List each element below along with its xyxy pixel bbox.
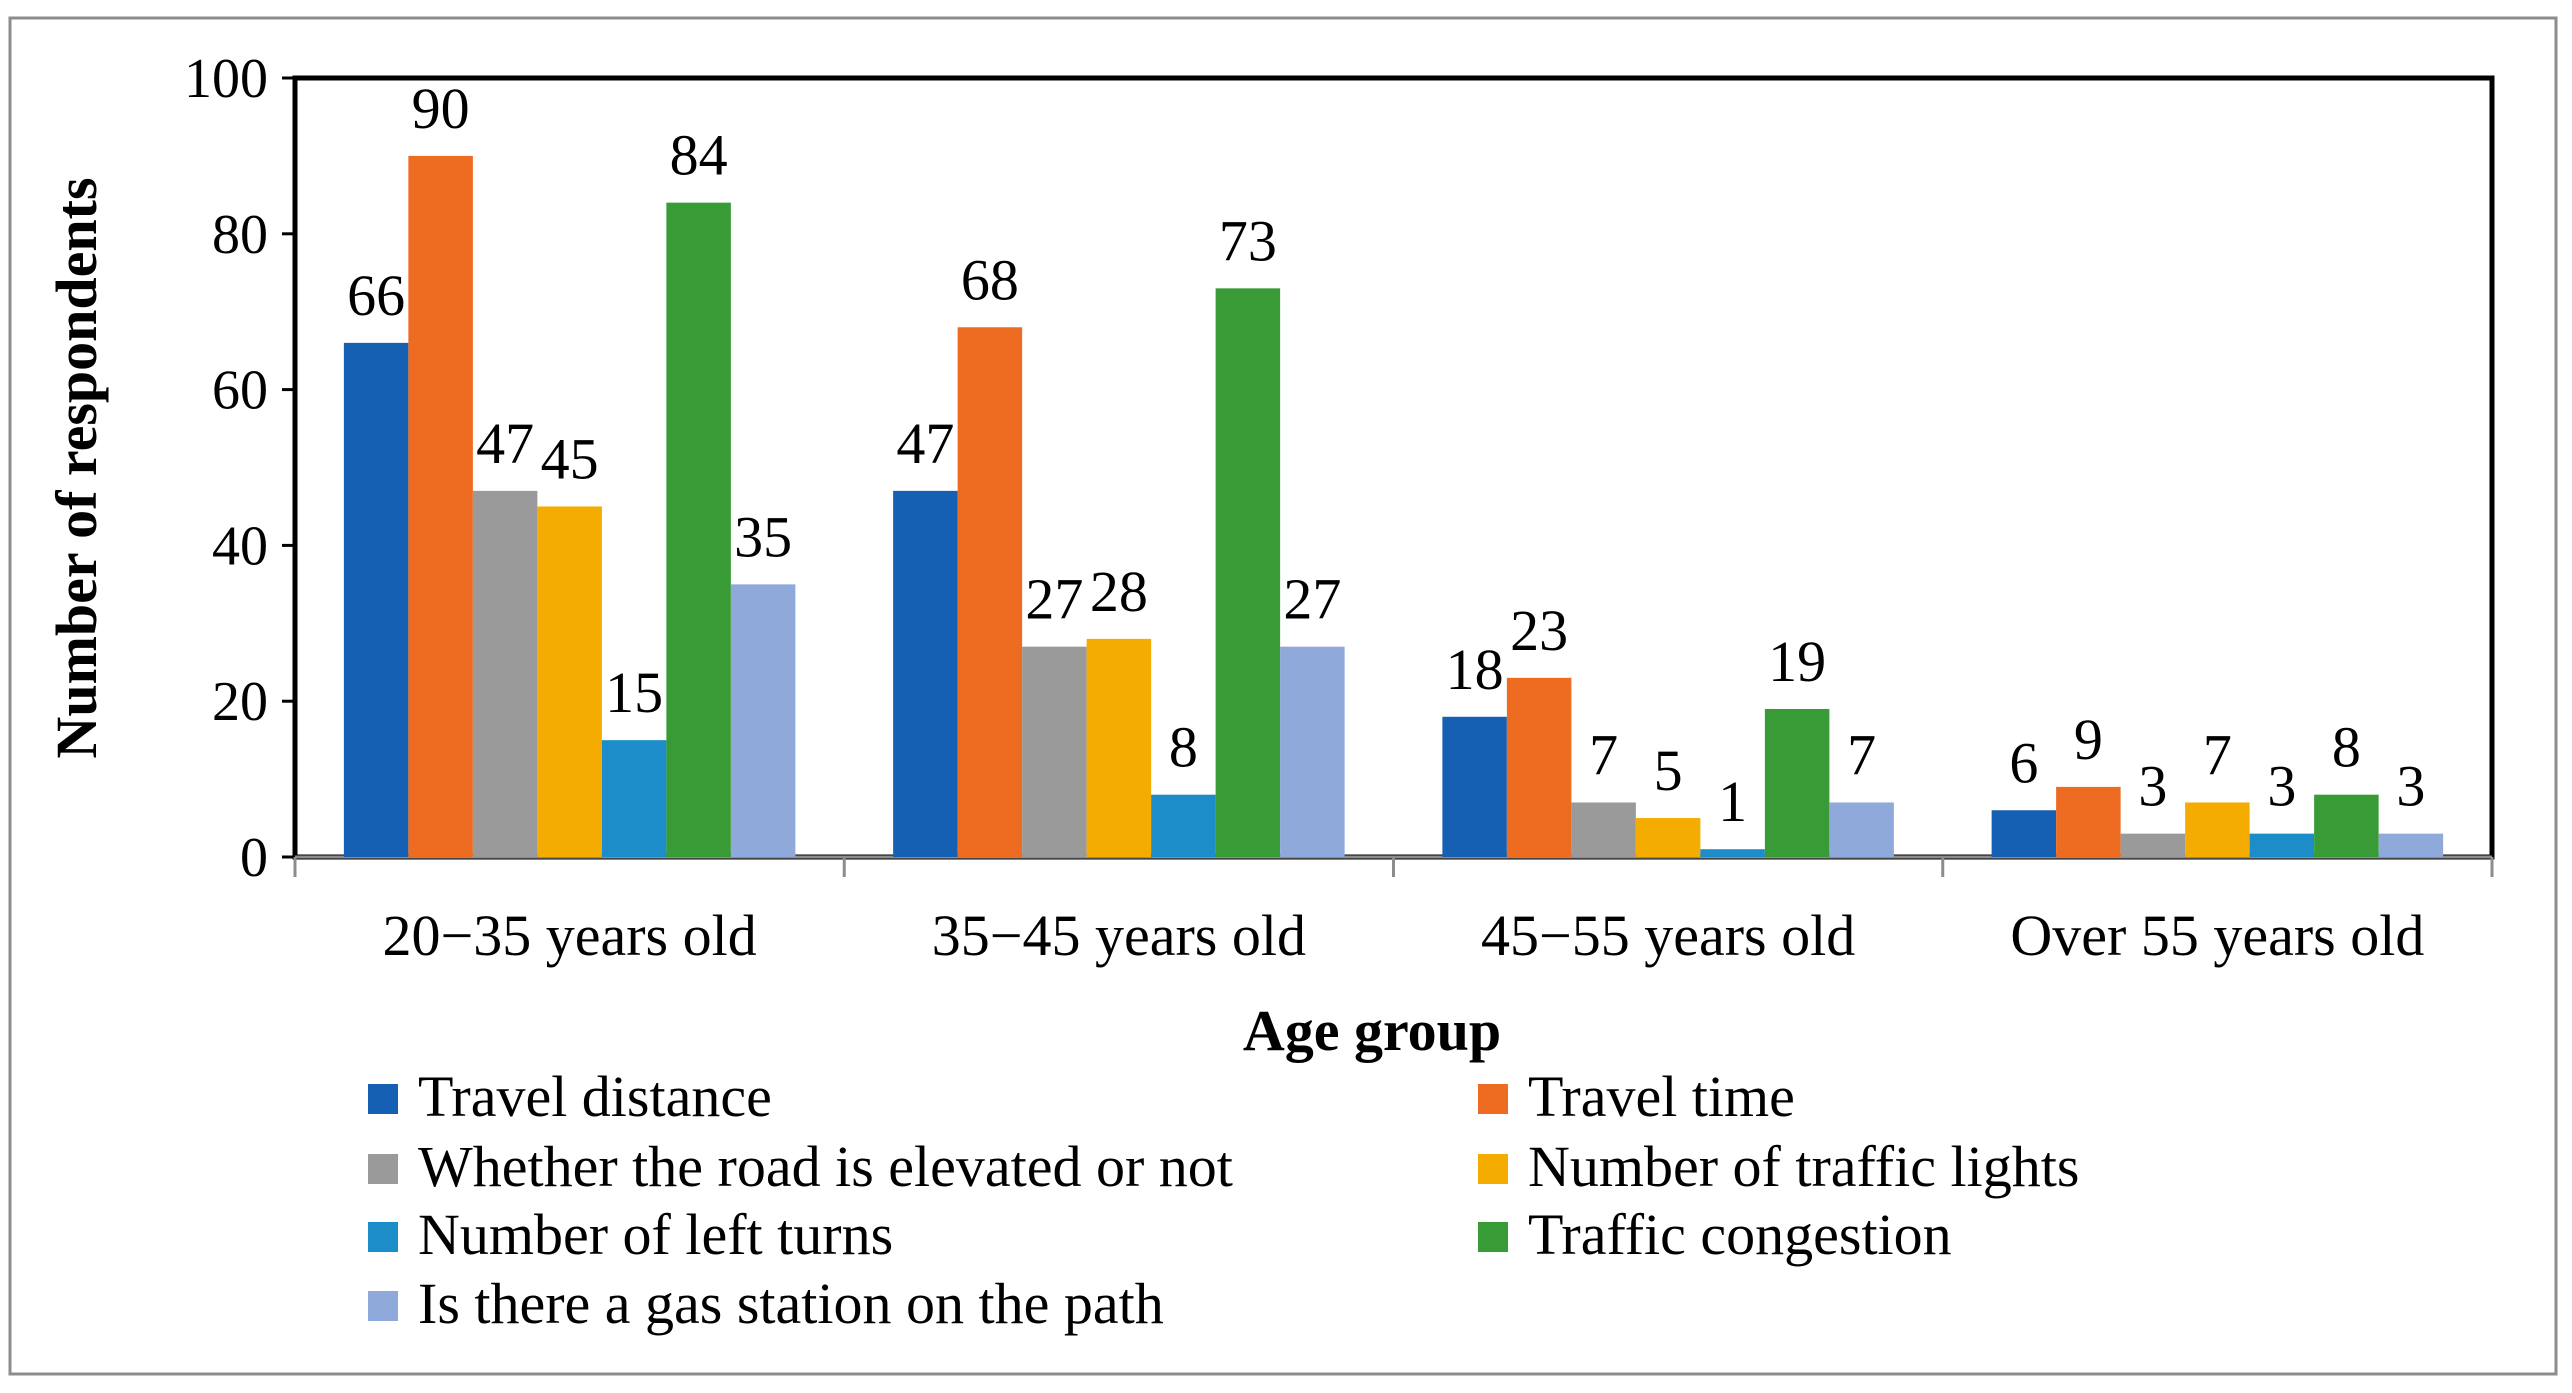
bar bbox=[1022, 646, 1087, 857]
bar bbox=[1151, 794, 1216, 857]
legend-swatch bbox=[368, 1084, 398, 1114]
bar bbox=[343, 342, 409, 857]
bar bbox=[1829, 802, 1894, 857]
bar-data-label: 3 bbox=[2267, 754, 2296, 819]
bar bbox=[957, 327, 1023, 857]
bar bbox=[1215, 288, 1281, 858]
bar bbox=[408, 155, 473, 857]
bar bbox=[1635, 818, 1701, 857]
bar-data-label: 15 bbox=[605, 660, 663, 725]
bar bbox=[2314, 794, 2379, 857]
bar bbox=[893, 490, 958, 857]
bars-group bbox=[343, 155, 2444, 858]
bar-data-label: 19 bbox=[1768, 629, 1826, 694]
bar bbox=[666, 202, 731, 857]
bar-data-label: 8 bbox=[1169, 715, 1198, 780]
y-axis-title: Number of respondents bbox=[44, 177, 109, 758]
bar-data-label: 1 bbox=[1718, 769, 1747, 834]
bar-data-label: 3 bbox=[2396, 754, 2425, 819]
bar-data-label: 7 bbox=[1589, 722, 1618, 787]
legend-swatch bbox=[1478, 1084, 1508, 1114]
bar-data-label: 84 bbox=[670, 123, 728, 188]
bar bbox=[2056, 786, 2121, 857]
bar-data-label: 7 bbox=[1847, 722, 1876, 787]
bar-data-label: 5 bbox=[1654, 738, 1683, 803]
bar bbox=[730, 584, 796, 857]
legend-item-label: Number of traffic lights bbox=[1528, 1134, 2079, 1199]
bar bbox=[601, 740, 667, 857]
bar-data-label: 47 bbox=[476, 411, 534, 476]
x-category-label: 45−55 years old bbox=[1481, 903, 1855, 968]
y-tick-label: 0 bbox=[240, 827, 268, 889]
y-tick-label: 100 bbox=[184, 48, 268, 110]
bar-data-label: 8 bbox=[2332, 715, 2361, 780]
bar-data-label: 35 bbox=[734, 504, 792, 569]
bar-data-label: 18 bbox=[1446, 637, 1504, 702]
bar-data-label: 68 bbox=[961, 247, 1019, 312]
bar bbox=[472, 490, 538, 857]
bar-data-label: 27 bbox=[1025, 567, 1083, 632]
bar bbox=[1506, 677, 1572, 857]
bar-data-label: 27 bbox=[1283, 567, 1341, 632]
x-axis-title: Age group bbox=[1243, 998, 1501, 1063]
legend-item-label: Traffic congestion bbox=[1528, 1202, 1952, 1267]
bar-data-label: 3 bbox=[2138, 754, 2167, 819]
bar bbox=[1700, 849, 1765, 857]
bar bbox=[1442, 716, 1507, 857]
bar-data-label: 7 bbox=[2203, 722, 2232, 787]
bar-data-label: 66 bbox=[347, 263, 405, 328]
bar-data-label: 73 bbox=[1219, 208, 1277, 273]
y-tick-label: 60 bbox=[212, 360, 268, 422]
x-category-label: Over 55 years old bbox=[2010, 903, 2424, 968]
legend-item-label: Number of left turns bbox=[418, 1202, 893, 1267]
bar bbox=[2249, 833, 2315, 857]
legend-swatch bbox=[1478, 1154, 1508, 1184]
bar bbox=[2185, 802, 2250, 857]
bar bbox=[1280, 646, 1345, 857]
legend-item-label: Is there a gas station on the path bbox=[418, 1271, 1164, 1336]
legend-item-label: Travel distance bbox=[418, 1064, 772, 1129]
bar-data-label: 9 bbox=[2074, 707, 2103, 772]
bar bbox=[2120, 833, 2186, 857]
bar-data-label: 90 bbox=[412, 76, 470, 141]
bar-data-label: 23 bbox=[1510, 598, 1568, 663]
bar-data-label: 45 bbox=[541, 426, 599, 491]
legend-item-label: Whether the road is elevated or not bbox=[418, 1134, 1233, 1199]
bar-data-label: 47 bbox=[896, 411, 954, 476]
y-tick-label: 40 bbox=[212, 515, 268, 577]
legend: Travel distance Travel time Whether the ro… bbox=[368, 1064, 2079, 1336]
legend-item-label: Travel time bbox=[1528, 1064, 1795, 1129]
y-tick-label: 80 bbox=[212, 204, 268, 266]
bar bbox=[1086, 638, 1152, 857]
y-axis: 0 20 40 60 80 100 bbox=[184, 48, 295, 889]
bar bbox=[1991, 810, 2057, 857]
x-category-label: 35−45 years old bbox=[932, 903, 1306, 968]
x-category-label: 20−35 years old bbox=[383, 903, 757, 968]
bar bbox=[537, 506, 602, 857]
legend-swatch bbox=[368, 1154, 398, 1184]
y-tick-label: 20 bbox=[212, 671, 268, 733]
bar bbox=[1571, 802, 1636, 857]
bar bbox=[2378, 833, 2444, 857]
legend-swatch bbox=[368, 1222, 398, 1252]
bar-data-label: 28 bbox=[1090, 559, 1148, 624]
bar-data-label: 6 bbox=[2009, 730, 2038, 795]
legend-swatch bbox=[368, 1291, 398, 1321]
legend-swatch bbox=[1478, 1222, 1508, 1252]
bar bbox=[1764, 708, 1830, 857]
